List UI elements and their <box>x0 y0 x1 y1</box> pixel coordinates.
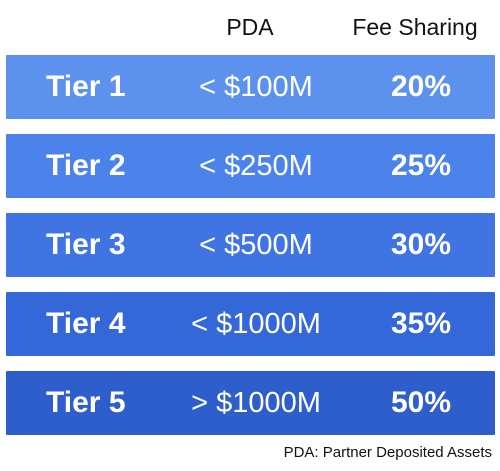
tier-name: Tier 4 <box>46 307 126 340</box>
tier-row: Tier 1 < $100M 20% <box>6 55 495 119</box>
tier-pda-threshold: < $100M <box>199 71 313 103</box>
tier-row: Tier 5 > $1000M 50% <box>6 371 495 435</box>
column-header: PDA Fee Sharing <box>0 12 500 46</box>
tier-name: Tier 2 <box>46 149 126 182</box>
tier-name: Tier 5 <box>46 386 126 419</box>
tier-pda-threshold: < $250M <box>199 150 313 182</box>
tier-row: Tier 3 < $500M 30% <box>6 213 495 277</box>
tier-fee-share: 30% <box>390 228 452 261</box>
pda-column-label: PDA <box>226 14 274 40</box>
tier-fee-share: 25% <box>390 149 452 182</box>
tier-fee-share: 35% <box>390 307 452 340</box>
tier-name: Tier 1 <box>46 70 126 103</box>
tier-pda-threshold: < $500M <box>199 229 313 261</box>
tier-pda-threshold: > $1000M <box>191 387 321 419</box>
tier-row: Tier 2 < $250M 25% <box>6 134 495 198</box>
fee-sharing-column-label: Fee Sharing <box>352 14 478 40</box>
tier-fee-share: 20% <box>390 70 452 103</box>
tier-table: Tier 1 < $100M 20% Tier 2 < $250M 25% Ti… <box>6 55 495 450</box>
tier-pda-threshold: < $1000M <box>191 308 321 340</box>
tier-name: Tier 3 <box>46 228 126 261</box>
footnote: PDA: Partner Deposited Assets <box>283 444 492 461</box>
tier-fee-share: 50% <box>390 386 452 419</box>
tier-row: Tier 4 < $1000M 35% <box>6 292 495 356</box>
